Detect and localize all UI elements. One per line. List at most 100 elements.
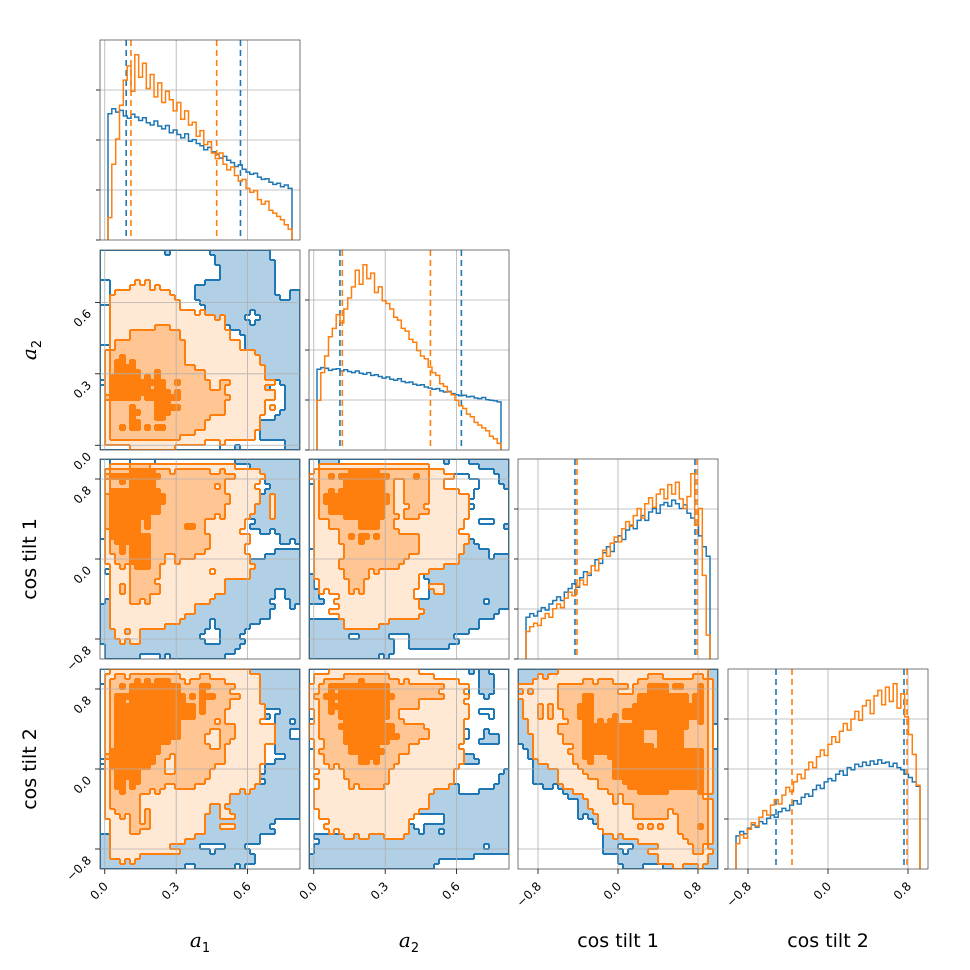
density-cell xyxy=(265,499,271,505)
density-cell xyxy=(205,484,211,490)
density-cell xyxy=(230,400,236,406)
density-cell xyxy=(105,370,111,376)
density-cell xyxy=(170,534,176,540)
density-cell xyxy=(270,679,276,685)
density-cell xyxy=(230,405,236,411)
density-cell xyxy=(429,619,435,625)
density-cell xyxy=(384,584,390,590)
density-cell xyxy=(105,749,111,755)
density-cell xyxy=(379,574,385,580)
density-cell xyxy=(185,574,191,580)
density-cell xyxy=(459,554,465,560)
density-cell xyxy=(285,425,291,431)
density-cell xyxy=(494,464,500,470)
density-cell xyxy=(240,494,246,500)
density-cell xyxy=(444,629,450,635)
density-cell xyxy=(265,275,271,281)
density-cell xyxy=(110,789,116,795)
density-cell xyxy=(215,574,221,580)
density-cell xyxy=(195,325,201,331)
density-cell xyxy=(200,489,206,495)
density-cell xyxy=(225,509,231,515)
density-cell xyxy=(285,774,291,780)
density-cell xyxy=(344,479,350,485)
density-cell xyxy=(324,559,330,565)
density-cell xyxy=(110,834,116,840)
density-cell xyxy=(474,614,480,620)
density-cell xyxy=(344,584,350,590)
density-cell xyxy=(379,519,385,525)
density-cell xyxy=(235,430,241,436)
density-cell xyxy=(170,410,176,416)
density-cell xyxy=(160,574,166,580)
density-cell xyxy=(344,499,350,505)
density-cell xyxy=(205,295,211,301)
density-cell xyxy=(185,544,191,550)
density-cell xyxy=(280,539,286,545)
density-cell xyxy=(349,494,355,500)
density-cell xyxy=(255,799,261,805)
density-cell xyxy=(205,859,211,865)
density-cell xyxy=(180,549,186,555)
density-cell xyxy=(105,739,111,745)
density-cell xyxy=(434,594,440,600)
density-cell xyxy=(190,544,196,550)
density-cell xyxy=(424,469,430,475)
density-cell xyxy=(260,789,266,795)
density-cell xyxy=(394,534,400,540)
density-cell xyxy=(265,779,271,785)
density-cell xyxy=(369,544,375,550)
density-cell xyxy=(210,564,216,570)
density-cell xyxy=(170,365,176,371)
density-cell xyxy=(185,375,191,381)
density-cell xyxy=(389,599,395,605)
density-cell xyxy=(240,255,246,261)
density-cell xyxy=(230,819,236,825)
density-cell xyxy=(369,654,375,659)
density-cell xyxy=(499,479,505,485)
density-cell xyxy=(364,639,370,645)
density-cell xyxy=(384,559,390,565)
density-cell xyxy=(115,604,121,610)
density-cell xyxy=(235,415,241,421)
density-cell xyxy=(140,499,146,505)
density-cell xyxy=(120,345,126,351)
density-cell xyxy=(190,340,196,346)
density-cell xyxy=(115,779,121,785)
density-cell xyxy=(295,684,300,690)
density-cell xyxy=(424,569,430,575)
density-cell xyxy=(270,569,276,575)
density-cell xyxy=(170,614,176,620)
density-cell xyxy=(170,435,176,441)
density-cell xyxy=(135,325,141,331)
density-cell xyxy=(130,804,136,810)
density-cell xyxy=(125,370,131,376)
density-cell xyxy=(389,579,395,585)
density-cell xyxy=(344,519,350,525)
density-cell xyxy=(230,365,236,371)
density-cell xyxy=(185,579,191,585)
density-cell xyxy=(125,679,131,685)
density-cell xyxy=(354,524,360,530)
density-cell xyxy=(120,774,126,780)
density-cell xyxy=(185,479,191,485)
density-cell xyxy=(439,544,445,550)
density-cell xyxy=(130,799,136,805)
density-cell xyxy=(160,539,166,545)
density-cell xyxy=(319,654,325,659)
density-cell xyxy=(280,684,286,690)
density-cell xyxy=(195,420,201,426)
density-cell xyxy=(459,574,465,580)
density-cell xyxy=(175,649,181,655)
density-cell xyxy=(230,355,236,361)
density-cell xyxy=(290,749,296,755)
density-cell xyxy=(369,629,375,635)
density-cell xyxy=(265,529,271,535)
density-cell xyxy=(130,514,136,520)
density-cell xyxy=(295,459,300,465)
density-cell xyxy=(344,514,350,520)
density-cell xyxy=(180,654,186,659)
density-cell xyxy=(115,694,121,700)
density-cell xyxy=(399,574,405,580)
density-cell xyxy=(290,519,296,525)
